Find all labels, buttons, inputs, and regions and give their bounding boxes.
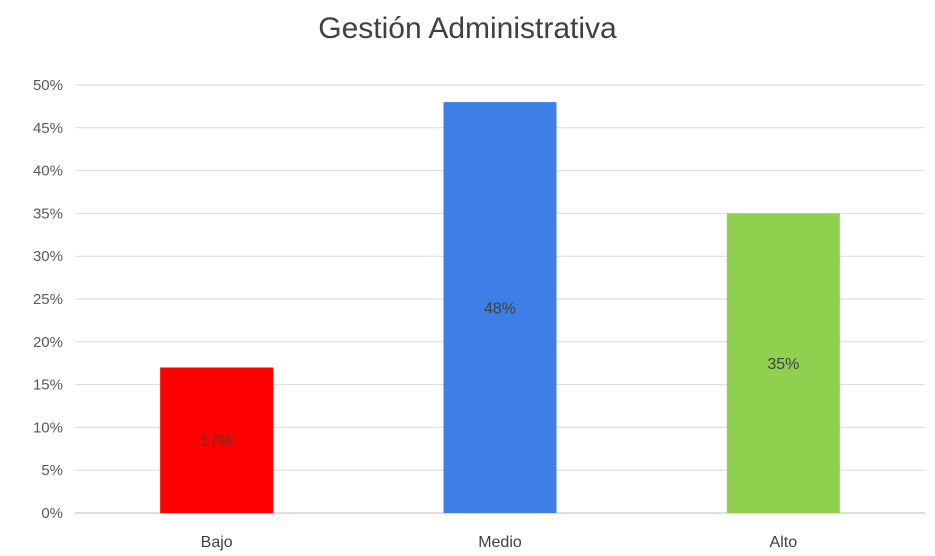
y-tick-label: 0% (41, 505, 63, 522)
y-tick-label: 35% (33, 205, 63, 222)
data-label: 35% (767, 356, 799, 373)
data-label: 48% (484, 301, 516, 318)
category-label: Alto (770, 534, 798, 551)
y-tick-label: 30% (33, 248, 63, 265)
chart-title: Gestión Administrativa (318, 12, 617, 45)
bar-alto (726, 213, 840, 513)
y-tick-label: 20% (33, 334, 63, 351)
data-label: 17% (201, 433, 233, 450)
y-tick-label: 10% (33, 419, 63, 436)
y-tick-label: 40% (33, 163, 63, 180)
y-tick-label: 5% (41, 462, 63, 479)
bar-medio (443, 102, 557, 514)
y-tick-label: 15% (33, 377, 63, 394)
y-tick-label: 25% (33, 291, 63, 308)
bar-bajo (160, 367, 274, 513)
y-tick-label: 45% (33, 120, 63, 137)
y-tick-label: 50% (33, 77, 63, 94)
category-label: Medio (478, 534, 522, 551)
category-label: Bajo (201, 534, 233, 551)
